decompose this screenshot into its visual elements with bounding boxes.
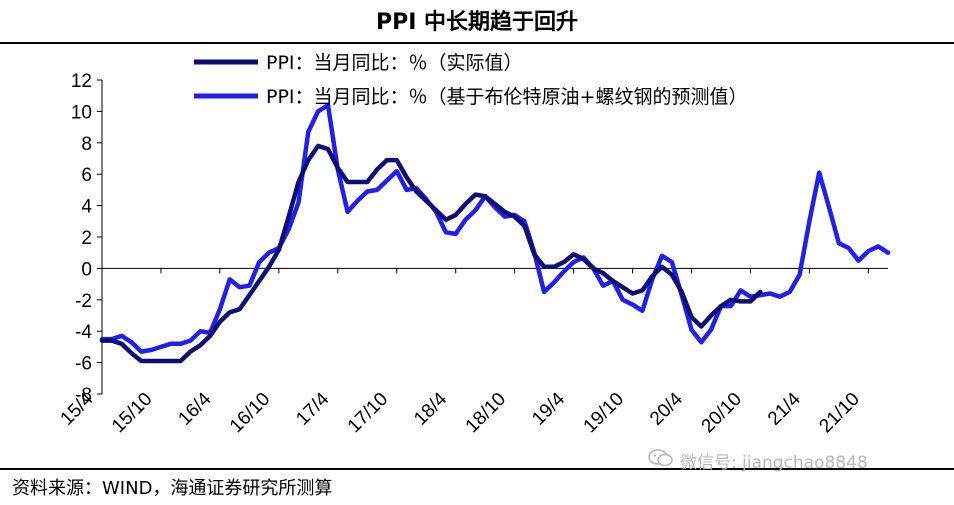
x-tick-label: 16/4 (174, 388, 215, 429)
x-tick-label: 15/10 (108, 389, 156, 437)
x-tick-label: 17/10 (344, 389, 392, 437)
source-note: 资料来源：WIND，海通证券研究所测算 (12, 478, 333, 499)
title-divider (0, 42, 954, 44)
x-tick-label: 18/10 (462, 389, 510, 437)
x-tick-label: 18/4 (410, 388, 451, 429)
x-tick-label: 21/10 (815, 389, 863, 437)
watermark: 微信号: jiangchao8848 (648, 448, 868, 473)
y-tick-label: 0 (81, 259, 92, 280)
watermark-text: 微信号: jiangchao8848 (680, 453, 868, 473)
x-tick-label: 21/4 (764, 388, 805, 429)
wechat-icon (648, 448, 674, 473)
y-tick-label: -8 (75, 385, 92, 406)
chart-title: PPI 中长期趋于回升 (375, 10, 579, 35)
y-tick-label: 12 (71, 71, 92, 92)
y-tick-label: -6 (75, 354, 92, 375)
x-tick-label: 16/10 (226, 389, 274, 437)
y-tick-label: 6 (81, 165, 92, 186)
footer-divider (0, 468, 954, 470)
x-tick-label: 19/4 (528, 388, 569, 429)
x-tick-label: 20/4 (646, 388, 687, 429)
y-tick-label: -2 (75, 291, 92, 312)
x-tick-label: 20/10 (698, 389, 746, 437)
legend-label-actual: PPI：当月同比：％（实际值） (266, 52, 523, 74)
y-tick-label: 4 (81, 197, 92, 218)
x-tick-label: 17/4 (292, 388, 333, 429)
x-tick-label: 19/10 (580, 389, 628, 437)
y-tick-label: 8 (81, 134, 92, 155)
y-tick-label: 2 (81, 228, 92, 249)
legend-label-forecast: PPI：当月同比：％（基于布伦特原油+螺纹钢的预测值） (266, 86, 747, 108)
series-line-actual (99, 143, 763, 364)
series-line-forecast (99, 102, 891, 354)
y-tick-label: 10 (71, 102, 92, 123)
y-tick-label: -4 (75, 322, 92, 343)
